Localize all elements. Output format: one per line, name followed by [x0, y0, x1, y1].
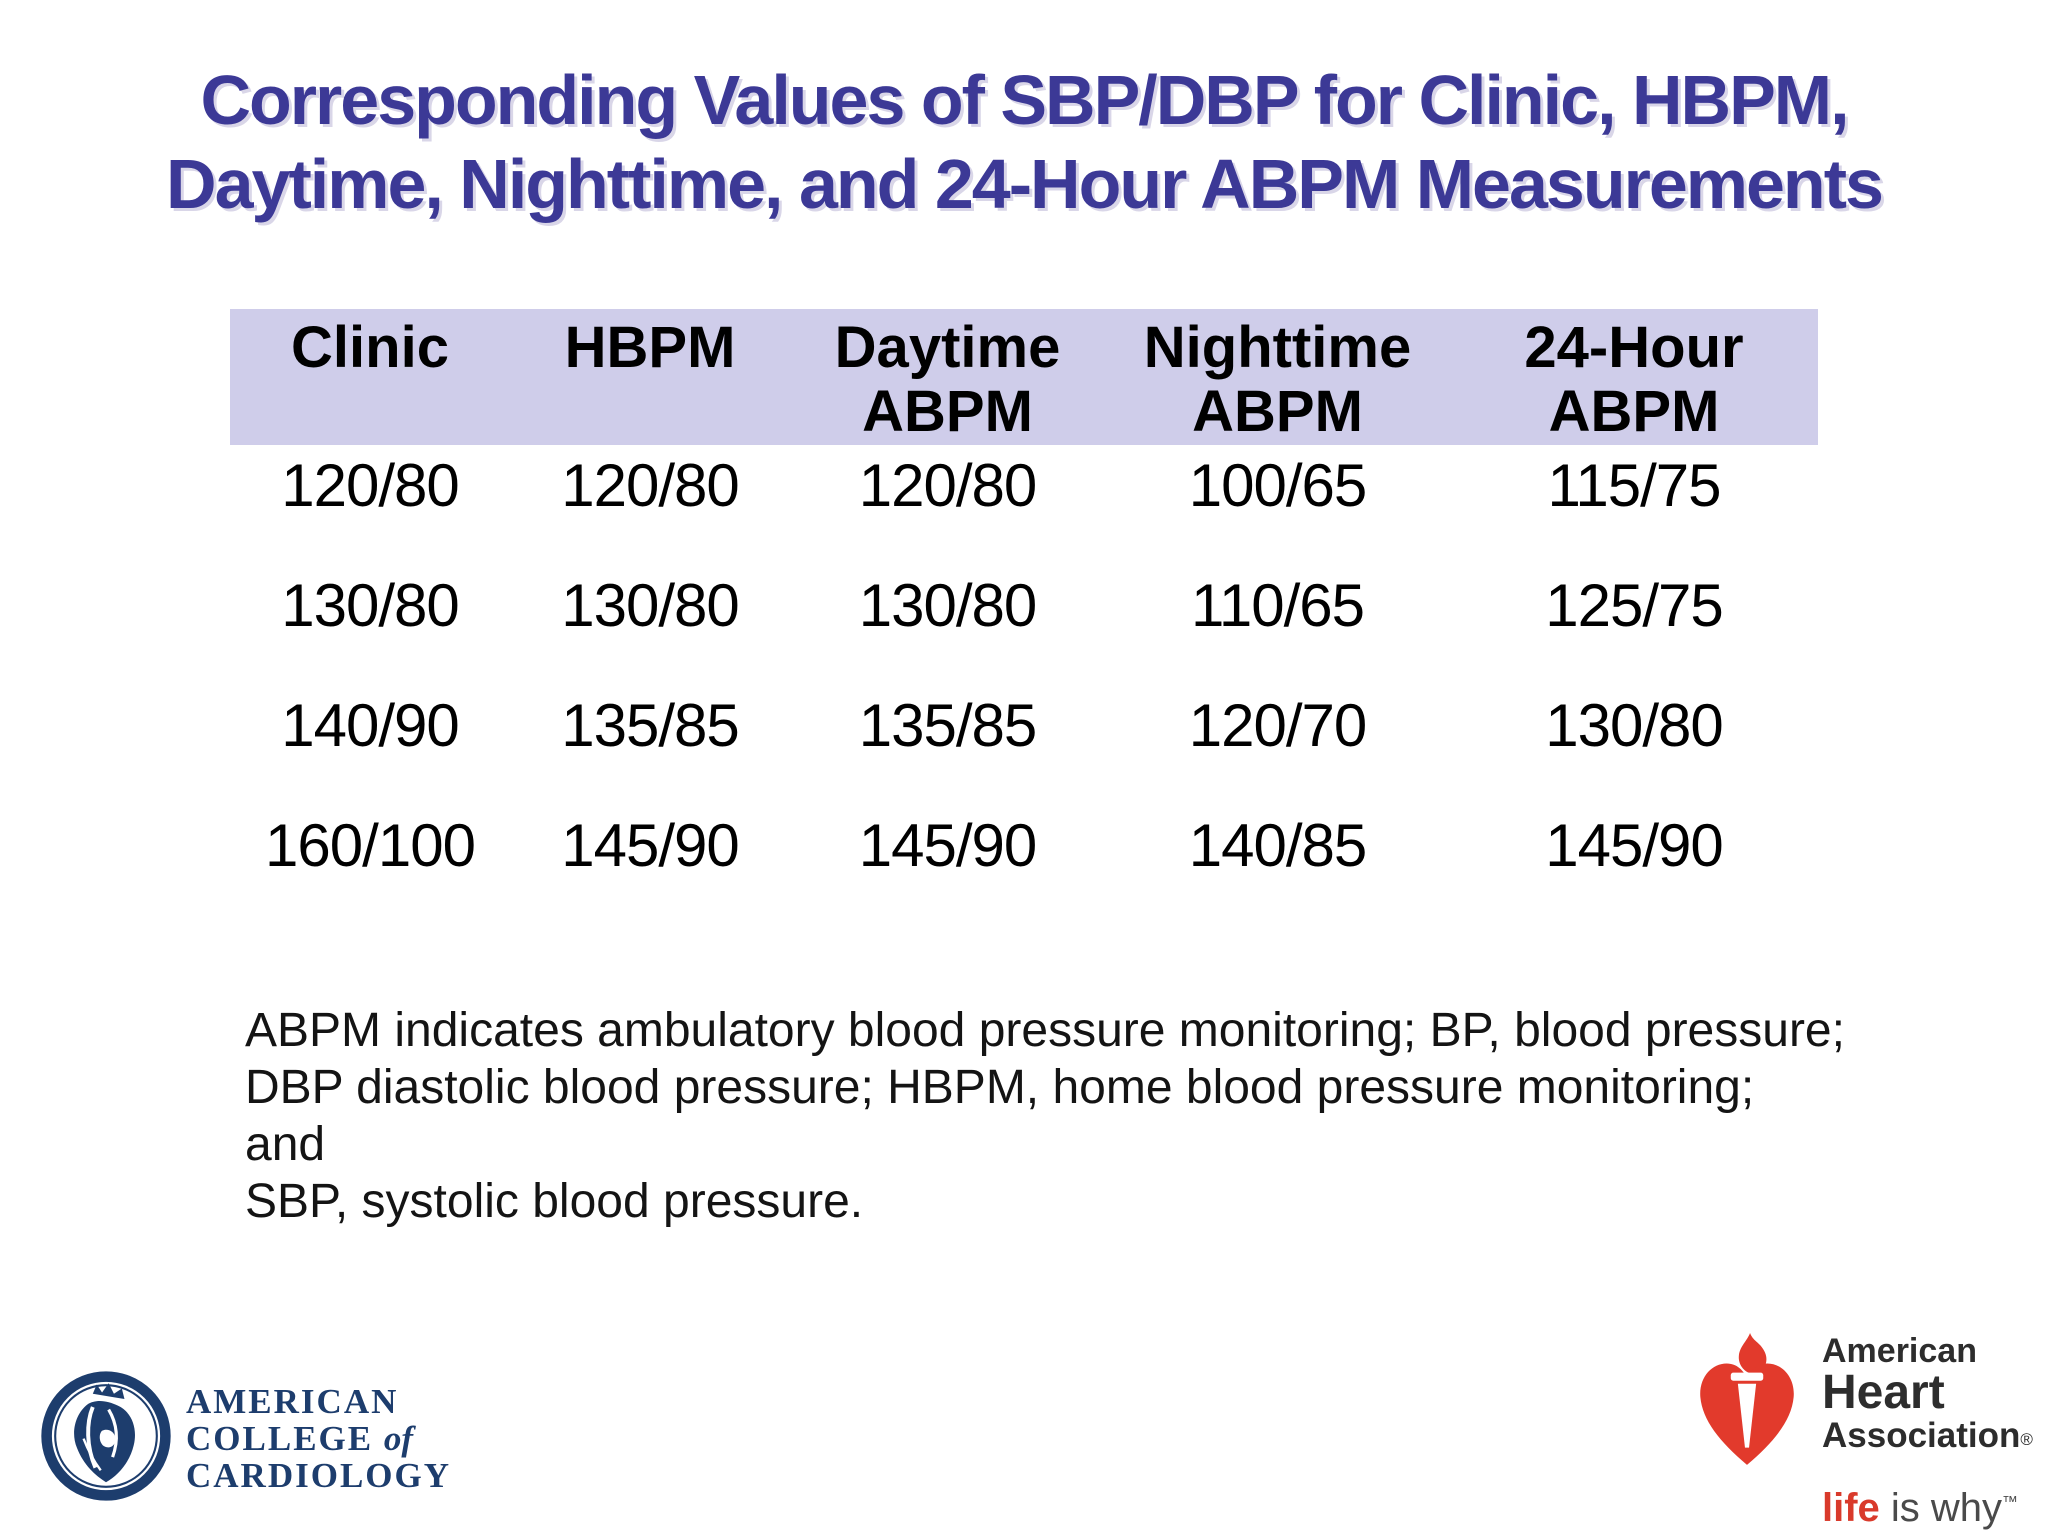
tagline-rest: is why [1879, 1486, 2003, 1530]
aha-heart-torch-icon [1692, 1332, 1802, 1477]
slide-title: Corresponding Values of SBP/DBP for Clin… [0, 58, 2048, 226]
column-header-label: HBPM [564, 315, 736, 380]
table-cell: 130/80 [1545, 691, 1724, 759]
column-header-nighttime-abpm: Nighttime ABPM [1105, 309, 1450, 445]
footnote-line: SBP, systolic blood pressure. [245, 1175, 864, 1228]
column-header-label: Daytime [834, 315, 1061, 380]
aha-tagline: life is why™ [1822, 1482, 2033, 1529]
trademark-mark: ™ [2002, 1494, 2019, 1511]
aha-logo: American Heart Association® life is why™ [1692, 1332, 2033, 1529]
slide-title-line2: Daytime, Nighttime, and 24-Hour ABPM Mea… [166, 145, 1884, 223]
acc-of-word: of [383, 1419, 414, 1458]
table-row: 140/90 135/85 135/85 120/70 130/80 [230, 665, 1818, 785]
table-cell: 130/80 [858, 571, 1038, 639]
column-header-sublabel: ABPM [862, 379, 1033, 444]
aha-text-association: Association® [1822, 1416, 2033, 1460]
table-cell: 110/65 [1190, 571, 1365, 639]
table-cell: 130/80 [281, 571, 460, 639]
column-header-hbpm: HBPM [510, 309, 790, 445]
acc-emblem-icon [40, 1370, 172, 1507]
table-cell: 145/90 [561, 811, 740, 879]
footnote-line: DBP diastolic blood pressure; HBPM, home… [245, 1061, 1755, 1171]
column-header-sublabel: ABPM [1192, 379, 1363, 444]
table-cell: 120/70 [1188, 691, 1368, 759]
table-cell: 160/100 [265, 811, 476, 879]
table-row: 160/100 145/90 145/90 140/85 145/90 [230, 785, 1818, 905]
table-row: 120/80 120/80 120/80 100/65 115/75 [230, 425, 1818, 545]
table-cell: 130/80 [561, 571, 740, 639]
table-cell: 120/80 [281, 451, 460, 519]
column-header-24hour-abpm: 24-Hour ABPM [1450, 309, 1818, 445]
table-cell: 120/80 [858, 451, 1038, 519]
table-cell: 125/75 [1545, 571, 1724, 639]
acc-text-line2: COLLEGE of [186, 1420, 451, 1457]
table-cell: 120/80 [561, 451, 740, 519]
table-cell: 100/65 [1188, 451, 1368, 519]
table-cell: 145/90 [858, 811, 1038, 879]
acc-logo: AMERICAN COLLEGE of CARDIOLOGY [40, 1370, 451, 1507]
footnote: ABPM indicates ambulatory blood pressure… [245, 1002, 1845, 1230]
aha-logo-text: American Heart Association® life is why™ [1822, 1332, 2033, 1529]
column-header-sublabel: ABPM [1548, 379, 1720, 444]
table-header-row: Clinic HBPM Daytime ABPM Nighttime ABPM … [230, 309, 1818, 445]
bp-table: Clinic HBPM Daytime ABPM Nighttime ABPM … [230, 309, 1818, 879]
table-cell: 140/85 [1188, 811, 1368, 879]
tagline-life-word: life [1822, 1486, 1880, 1530]
aha-text-american: American [1822, 1332, 1977, 1370]
table-cell: 135/85 [561, 691, 740, 759]
table-cell: 135/85 [858, 691, 1038, 759]
column-header-label: 24-Hour [1524, 315, 1744, 380]
column-header-daytime-abpm: Daytime ABPM [790, 309, 1105, 445]
acc-text-line3: CARDIOLOGY [186, 1456, 452, 1495]
table-body: 120/80 120/80 120/80 100/65 115/75 130/8… [230, 425, 1818, 905]
aha-text-heart: Heart [1822, 1366, 1945, 1419]
acc-college-word: COLLEGE [186, 1419, 384, 1458]
column-header-label: Nighttime [1143, 315, 1412, 380]
table-row: 130/80 130/80 130/80 110/65 125/75 [230, 545, 1818, 665]
table-cell: 140/90 [281, 691, 460, 759]
table-cell: 115/75 [1547, 451, 1721, 519]
column-header-clinic: Clinic [230, 309, 510, 445]
column-header-label: Clinic [291, 315, 449, 380]
acc-logo-text: AMERICAN COLLEGE of CARDIOLOGY [186, 1383, 451, 1494]
aha-association-word: Association [1822, 1416, 2021, 1455]
footnote-line: ABPM indicates ambulatory blood pressure… [245, 1004, 1845, 1057]
registered-mark: ® [2020, 1430, 2033, 1449]
slide-title-line1: Corresponding Values of SBP/DBP for Clin… [200, 61, 1849, 139]
table-cell: 145/90 [1545, 811, 1724, 879]
acc-text-line1: AMERICAN [186, 1382, 399, 1421]
